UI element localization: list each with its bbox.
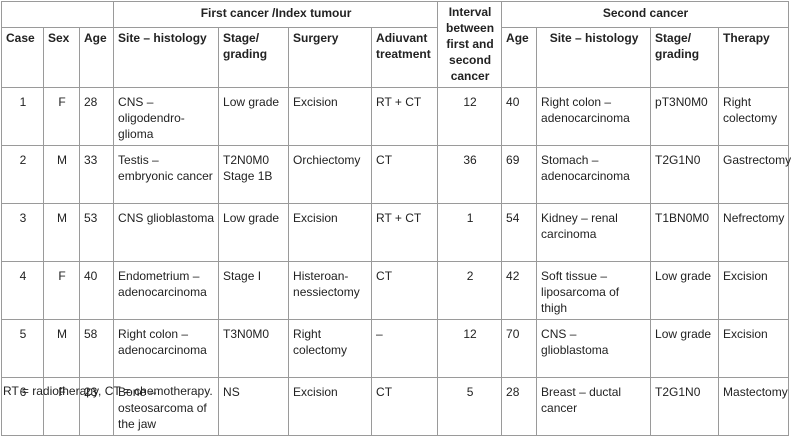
stage2-cell: T2G1N0 [650,377,720,436]
site2-cell: Right colon – adenocarcinoma [536,87,652,146]
sex-cell: F [43,261,80,320]
case-cell: 1 [1,87,44,146]
surgery-header: Surgery [288,26,373,89]
age1-cell: 33 [78,145,115,204]
surgery-cell: Excision [288,203,373,262]
sex-cell: M [43,145,80,204]
adjuvant-cell: CT [371,261,439,320]
adjuvant-header: Adiuvant treatment [371,26,439,89]
age2-header: Age [501,26,538,89]
case-cell: 2 [1,145,44,204]
therapy-header: Therapy [718,26,790,89]
adjuvant-cell: RT + CT [371,203,439,262]
therapy-cell: Gastrectomy [718,145,791,204]
site2-header: Site – histology [536,26,652,89]
adjuvant-cell: CT [371,377,439,436]
stage1-header: Stage/ grading [218,26,290,89]
stage2-cell: Low grade [650,319,720,378]
table-row: 3 M 53 CNS glioblastoma Low grade Excisi… [1,203,790,262]
interval-cell: 12 [437,87,503,146]
table-footnote: RT = radiotherapy, CT = chemotherapy. [3,384,213,398]
age2-cell: 42 [501,261,538,320]
sex-cell: F [43,87,80,146]
site2-cell: CNS – glioblastoma [536,319,652,378]
site1-cell: CNS – oligodendro-glioma [113,87,220,146]
site2-cell: Stomach – adenocarcinoma [536,145,652,204]
therapy-cell: Excision [718,319,790,378]
case-cell: 3 [1,203,44,262]
stage1-cell: Low grade [218,87,290,146]
age2-cell: 54 [501,203,538,262]
age1-cell: 58 [78,319,115,378]
sex-cell: M [43,319,80,378]
stage1-cell: Low grade [218,203,290,262]
site1-cell: Right colon – adenocarcinoma [113,319,220,378]
age1-cell: 40 [78,261,115,320]
case-cell: 4 [1,261,44,320]
surgery-cell: Orchiectomy [288,145,373,204]
age1-cell: 53 [78,203,115,262]
surgery-cell: Histeroan-nessiectomy [288,261,373,320]
blank-header-cell [0,1,114,28]
table-row: 2 M 33 Testis – embryonic cancer T2N0M0 … [1,145,791,204]
interval-cell: 5 [437,377,503,436]
case-cell: 5 [1,319,44,378]
stage1-cell: NS [218,377,290,436]
age2-cell: 69 [501,145,538,204]
age2-cell: 70 [501,319,538,378]
therapy-cell: Mastectomy [718,377,790,436]
surgery-cell: Excision [288,87,373,146]
interval-header: Interval between first and second cancer [437,1,503,88]
site1-cell: Endometrium – adenocarcinoma [113,261,220,320]
second-cancer-group-header: Second cancer [501,1,790,28]
age1-header: Age [78,26,115,89]
stage2-cell: pT3N0M0 [650,87,720,146]
surgery-cell: Excision [288,377,373,436]
age2-cell: 28 [501,377,538,436]
interval-cell: 2 [437,261,503,320]
column-header-row: Case Sex Age Site – histology Stage/ gra… [1,26,790,89]
stage2-header: Stage/ grading [650,26,720,89]
table-row: 1 F 28 CNS – oligodendro-glioma Low grad… [1,87,790,146]
sex-cell: M [43,203,80,262]
stage1-cell: T2N0M0 Stage 1B [218,145,290,204]
therapy-cell: Excision [718,261,790,320]
interval-cell: 1 [437,203,503,262]
therapy-cell: Nefrectomy [718,203,790,262]
site1-cell: Testis – embryonic cancer [113,145,220,204]
site2-cell: Kidney – renal carcinoma [536,203,652,262]
group-header-row: First cancer /Index tumour Interval betw… [0,1,790,88]
age1-cell: 28 [78,87,115,146]
therapy-cell: Right colectomy [718,87,790,146]
adjuvant-cell: RT + CT [371,87,439,146]
stage1-cell: Stage I [218,261,290,320]
interval-cell: 12 [437,319,503,378]
adjuvant-cell: CT [371,145,439,204]
surgery-cell: Right colectomy [288,319,373,378]
site2-cell: Breast – ductal cancer [536,377,652,436]
site1-header: Site – histology [113,26,220,89]
table-row: 5 M 58 Right colon – adenocarcinoma T3N0… [1,319,790,378]
stage2-cell: T2G1N0 [650,145,720,204]
interval-cell: 36 [437,145,503,204]
case-header: Case [1,26,44,89]
site1-cell: CNS glioblastoma [113,203,220,262]
stage2-cell: Low grade [650,261,720,320]
site2-cell: Soft tissue – liposarcoma of thigh [536,261,652,320]
table-row: 4 F 40 Endometrium – adenocarcinoma Stag… [1,261,790,320]
stage1-cell: T3N0M0 [218,319,290,378]
age2-cell: 40 [501,87,538,146]
adjuvant-cell: – [371,319,439,378]
sex-header: Sex [43,26,80,89]
first-cancer-group-header: First cancer /Index tumour [113,1,439,28]
stage2-cell: T1BN0M0 [650,203,720,262]
